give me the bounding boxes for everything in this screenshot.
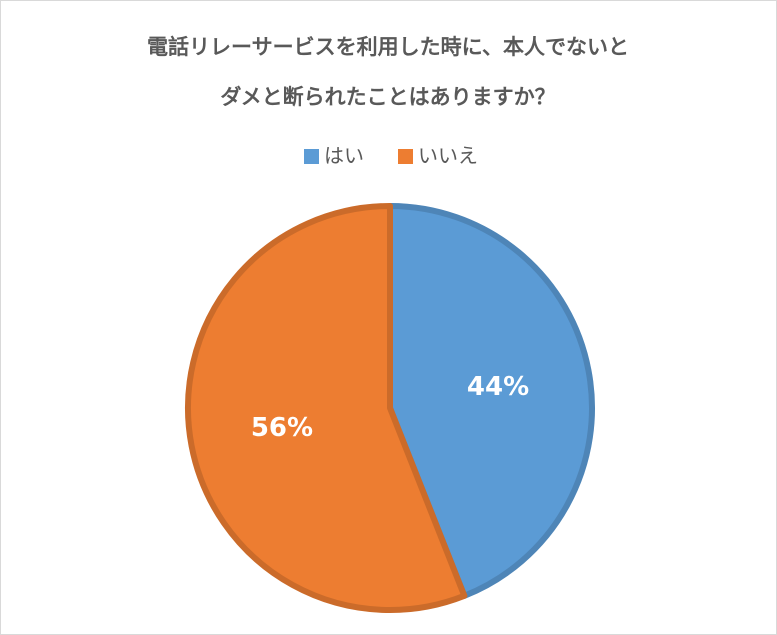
pie-slice [387,203,595,599]
legend-label: いいえ [418,144,478,168]
data-label: 44% [467,372,529,402]
pie-slice [185,203,468,613]
legend-swatch [398,149,413,164]
slice-edge [387,203,595,599]
chart-title: 電話リレーサービスを利用した時に、本人でないと [147,35,629,59]
legend-swatch [304,149,319,164]
slice-edge [185,203,468,613]
data-label: 56% [251,413,313,443]
legend-label: はい [324,144,364,168]
chart-title: ダメと断られたことはありますか？ [220,85,555,109]
